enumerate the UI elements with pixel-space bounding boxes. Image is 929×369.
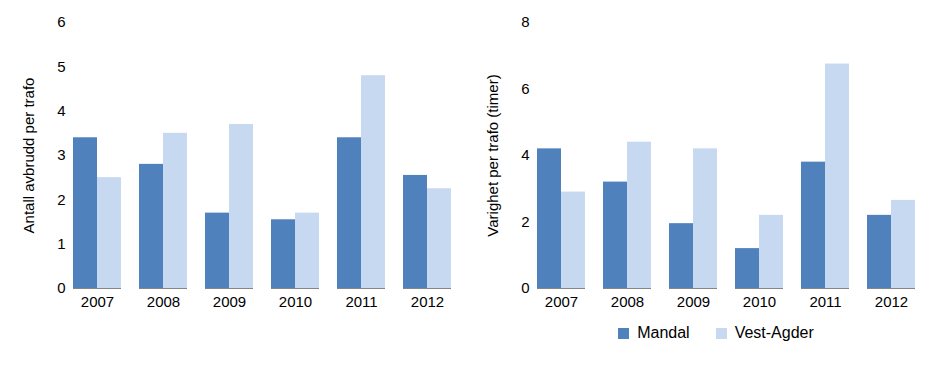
svg-text:6: 6 [521,80,529,97]
svg-text:2009: 2009 [677,293,710,310]
svg-text:3: 3 [57,146,65,163]
svg-text:0: 0 [521,279,529,296]
svg-text:2011: 2011 [809,293,841,310]
svg-text:4: 4 [521,146,529,163]
svg-text:5: 5 [57,58,65,75]
svg-text:2008: 2008 [611,293,644,310]
svg-text:2: 2 [57,191,65,208]
svg-text:2012: 2012 [875,293,908,310]
html-text:Mandal: Mandal [637,324,690,341]
svg-text:2: 2 [521,213,529,230]
svg-text:Antall avbrudd per trafo: Antall avbrudd per trafo [20,78,37,234]
svg-text:2007: 2007 [81,293,114,310]
svg-text:2010: 2010 [279,293,312,310]
svg-text:0: 0 [57,279,65,296]
svg-text:2012: 2012 [411,293,444,310]
svg-text:2008: 2008 [147,293,180,310]
svg-text:6: 6 [57,13,65,30]
svg-text:2010: 2010 [743,293,776,310]
svg-text:4: 4 [57,102,65,119]
svg-text:2011: 2011 [345,293,377,310]
svg-text:2007: 2007 [545,293,578,310]
svg-text:2009: 2009 [213,293,246,310]
svg-text:1: 1 [57,235,65,252]
svg-text:Varighet per trafo (timer): Varighet per trafo (timer) [484,74,501,236]
svg-text:8: 8 [521,13,529,30]
html-text:Vest-Agder: Vest-Agder [734,324,814,341]
